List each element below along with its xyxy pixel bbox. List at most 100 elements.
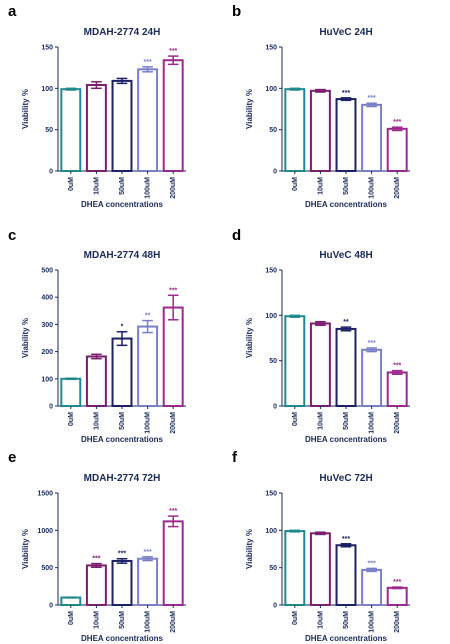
y-tick-label: 0 — [273, 169, 277, 176]
panel-c: c MDAH-2774 48H 0 100 200 300 400 500 Viability … — [8, 227, 186, 444]
x-tick-label: 50uM — [343, 177, 350, 195]
x-tick-label: 10uM — [93, 611, 100, 629]
error-bar — [91, 353, 102, 360]
significance-marker: *** — [393, 119, 401, 126]
bar-100uM — [137, 557, 159, 606]
bar-200uM — [162, 306, 184, 408]
x-tick-label: 200uM — [394, 611, 401, 633]
y-tick-label: 100 — [41, 376, 53, 383]
y-tick-label: 50 — [45, 127, 53, 134]
significance-marker: *** — [368, 95, 376, 102]
x-tick-label: 50uM — [343, 611, 350, 629]
x-tick-label: 0uM — [68, 177, 75, 191]
error-bar — [315, 531, 326, 536]
error-bar — [340, 97, 352, 102]
x-tick-label: 200uM — [170, 177, 177, 199]
error-bar — [116, 330, 128, 347]
y-tick-label: 0 — [49, 603, 53, 610]
chart-title: MDAH-2774 48H — [84, 250, 161, 261]
y-axis-label: Viability % — [21, 529, 30, 569]
y-tick-label: 1000 — [37, 528, 53, 535]
bar-200uM — [162, 59, 184, 172]
x-tick-label: 50uM — [343, 412, 350, 430]
y-tick-label: 100 — [265, 528, 277, 535]
y-tick-label: 50 — [269, 127, 277, 134]
y-axis-label: Viability % — [21, 89, 30, 129]
panel-letter: b — [232, 3, 241, 20]
x-tick-label: 0uM — [292, 611, 299, 625]
bar-0uM — [284, 88, 306, 172]
bar-0uM — [60, 88, 82, 172]
error-bar — [340, 326, 352, 332]
y-tick-label: 400 — [41, 295, 53, 302]
bar-100uM — [361, 348, 383, 407]
x-tick-label: 10uM — [317, 611, 324, 629]
panel-b: b HuVeC 24H 0 50 100 150 Viability % 0uM 10uM ***… — [232, 3, 410, 209]
bar-50uM — [335, 544, 357, 606]
error-bar — [340, 543, 352, 548]
error-bar — [142, 556, 153, 562]
x-tick-label: 0uM — [292, 177, 299, 191]
bar-10uM — [309, 322, 331, 408]
y-tick-label: 150 — [41, 45, 53, 52]
x-tick-label: 10uM — [93, 412, 100, 430]
x-tick-label: 200uM — [170, 611, 177, 633]
panel-letter: a — [8, 3, 17, 20]
x-axis-label: DHEA concentrations — [81, 634, 163, 643]
significance-marker: * — [121, 324, 124, 331]
significance-marker: *** — [169, 48, 177, 55]
x-axis-label: DHEA concentrations — [81, 435, 163, 444]
bar-50uM — [111, 337, 133, 408]
y-tick-label: 100 — [265, 86, 277, 93]
error-bar — [391, 369, 403, 376]
y-tick-label: 0 — [273, 404, 277, 411]
bar-100uM — [137, 68, 159, 172]
bar-200uM — [386, 371, 408, 408]
error-bar — [167, 515, 179, 528]
error-bar — [142, 66, 153, 73]
y-axis-label: Viability % — [245, 529, 254, 569]
x-tick-label: 10uM — [93, 177, 100, 195]
y-axis-label: Viability % — [245, 89, 254, 129]
significance-marker: *** — [368, 560, 376, 567]
bar-100uM — [137, 325, 159, 407]
bar-10uM — [309, 532, 331, 607]
chart-title: HuVeC 24H — [319, 27, 372, 38]
significance-marker: *** — [342, 90, 350, 97]
error-bar — [366, 347, 377, 353]
significance-marker: *** — [342, 536, 350, 543]
x-tick-label: 100uM — [369, 177, 376, 199]
x-axis-label: DHEA concentrations — [305, 200, 387, 209]
bar-50uM — [335, 327, 357, 407]
y-tick-label: 300 — [41, 322, 53, 329]
error-bar — [167, 294, 179, 321]
x-tick-label: 0uM — [68, 611, 75, 625]
panel-letter: d — [232, 227, 241, 244]
y-tick-label: 0 — [49, 404, 53, 411]
significance-marker: *** — [368, 340, 376, 347]
bar-0uM — [284, 530, 306, 607]
chart-title: MDAH-2774 24H — [84, 27, 161, 38]
panel-letter: e — [8, 449, 16, 466]
x-tick-label: 100uM — [145, 611, 152, 633]
bar-10uM — [85, 84, 107, 172]
bar-100uM — [361, 103, 383, 172]
x-tick-label: 50uM — [119, 177, 126, 195]
x-tick-label: 100uM — [369, 611, 376, 633]
x-tick-label: 200uM — [170, 412, 177, 434]
panel-letter: c — [8, 227, 16, 244]
significance-marker: *** — [169, 287, 177, 294]
error-bar — [391, 586, 403, 590]
x-tick-label: 100uM — [145, 177, 152, 199]
significance-marker: *** — [144, 549, 152, 556]
y-tick-label: 100 — [41, 86, 53, 93]
y-axis-label: Viability % — [21, 318, 30, 358]
significance-marker: ** — [145, 313, 151, 320]
x-axis-label: DHEA concentrations — [81, 200, 163, 209]
error-bar — [315, 320, 326, 327]
error-bar — [391, 126, 403, 132]
error-bar — [91, 562, 102, 569]
error-bar — [315, 88, 326, 93]
error-bar — [366, 102, 377, 108]
